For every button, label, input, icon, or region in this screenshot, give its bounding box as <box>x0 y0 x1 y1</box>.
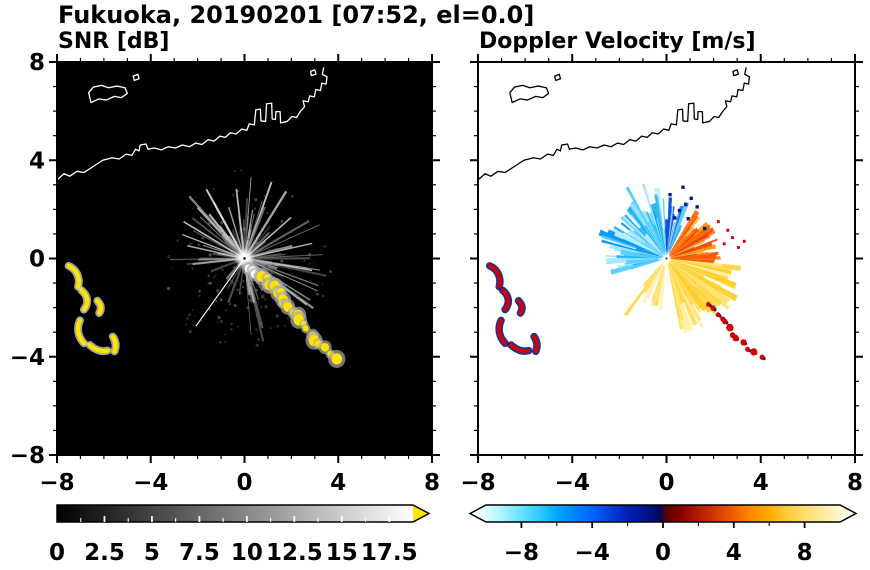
doppler-red-specks <box>716 220 746 249</box>
svg-text:0: 0 <box>49 540 65 566</box>
fan-positive-se <box>667 258 742 334</box>
doppler-navy-specks <box>668 185 707 231</box>
doppler-special-streaks <box>623 183 666 317</box>
snr-colorbar <box>56 504 431 523</box>
svg-text:−4: −4 <box>555 470 590 496</box>
svg-text:5: 5 <box>144 540 160 566</box>
doppler-x-tick-labels: −8 −4 0 4 8 <box>460 470 863 496</box>
svg-text:−8: −8 <box>39 470 74 496</box>
radar-site-dot <box>243 257 246 260</box>
svg-text:−8: −8 <box>10 443 45 469</box>
svg-text:0: 0 <box>29 247 45 273</box>
snr-panel-title: SNR [dB] <box>58 29 170 54</box>
snr-x-tick-labels: −8 −4 0 4 8 <box>39 470 440 496</box>
svg-text:10: 10 <box>231 540 263 566</box>
snr-content <box>57 67 346 368</box>
svg-text:12.5: 12.5 <box>266 540 323 566</box>
y-tick-labels: −8 −4 0 4 8 <box>10 50 45 469</box>
snr-axes <box>49 54 440 463</box>
svg-text:0: 0 <box>658 470 674 496</box>
svg-text:17.5: 17.5 <box>361 540 418 566</box>
svg-text:−4: −4 <box>575 540 610 566</box>
doppler-clutter-arc <box>705 302 766 361</box>
doppler-panel-title: Doppler Velocity [m/s] <box>479 29 756 54</box>
svg-text:4: 4 <box>29 148 45 174</box>
doppler-colorbar <box>468 504 858 528</box>
svg-text:7.5: 7.5 <box>179 540 220 566</box>
svg-text:2.5: 2.5 <box>84 540 125 566</box>
svg-text:−4: −4 <box>10 345 45 371</box>
snr-clutter-patches <box>69 266 116 351</box>
doppler-clutter-patches <box>490 266 537 351</box>
fan-negative-w <box>605 249 664 275</box>
fan-negative-nne <box>662 197 690 255</box>
svg-text:8: 8 <box>29 50 45 76</box>
svg-text:−8: −8 <box>460 470 495 496</box>
coastline-doppler <box>478 67 749 179</box>
svg-text:4: 4 <box>753 470 769 496</box>
doppler-colorbar-labels: −8 −4 0 4 8 <box>504 540 813 566</box>
fan-positive-ne <box>668 209 721 265</box>
figure-title: Fukuoka, 20190201 [07:52, el=0.0] <box>58 1 535 29</box>
svg-text:15: 15 <box>326 540 358 566</box>
doppler-axes <box>470 54 863 463</box>
svg-text:0: 0 <box>655 540 671 566</box>
snr-clutter-arc <box>242 261 346 368</box>
svg-text:8: 8 <box>797 540 813 566</box>
coastline-snr <box>57 67 327 179</box>
svg-text:0: 0 <box>236 470 252 496</box>
svg-text:8: 8 <box>847 470 863 496</box>
svg-text:8: 8 <box>424 470 440 496</box>
doppler-content <box>478 67 766 360</box>
svg-text:4: 4 <box>330 470 346 496</box>
svg-text:4: 4 <box>726 540 742 566</box>
svg-text:−4: −4 <box>133 470 168 496</box>
svg-text:−8: −8 <box>504 540 539 566</box>
snr-colorbar-labels: 0 2.5 5 7.5 10 12.5 15 17.5 <box>49 540 418 566</box>
